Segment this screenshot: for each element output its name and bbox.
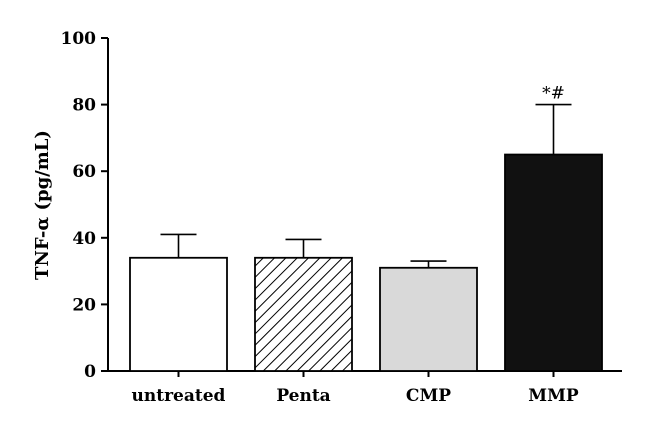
x-tick-label-penta: Penta <box>276 386 330 406</box>
y-tick-label-100: 100 <box>61 29 97 49</box>
y-tick-label-60: 60 <box>72 162 96 182</box>
y-tick-label-40: 40 <box>72 229 96 249</box>
y-tick-label-80: 80 <box>72 96 96 116</box>
x-tick-label-untreated: untreated <box>132 386 226 406</box>
bar-untreated <box>129 256 228 372</box>
labels: untreated Penta CMP MMP *# <box>132 84 579 406</box>
x-tick-label-cmp: CMP <box>406 386 451 406</box>
bar-mmp <box>504 153 603 372</box>
y-tick-label-20: 20 <box>72 295 96 315</box>
annotation-significance: *# <box>542 84 565 104</box>
y-axis-title: TNF-α (pg/mL) <box>32 130 53 280</box>
x-tick-label-mmp: MMP <box>528 386 579 406</box>
bar-cmp <box>379 266 478 372</box>
bars <box>129 103 603 372</box>
y-tick-label-0: 0 <box>84 362 96 382</box>
bar-penta <box>254 256 353 372</box>
